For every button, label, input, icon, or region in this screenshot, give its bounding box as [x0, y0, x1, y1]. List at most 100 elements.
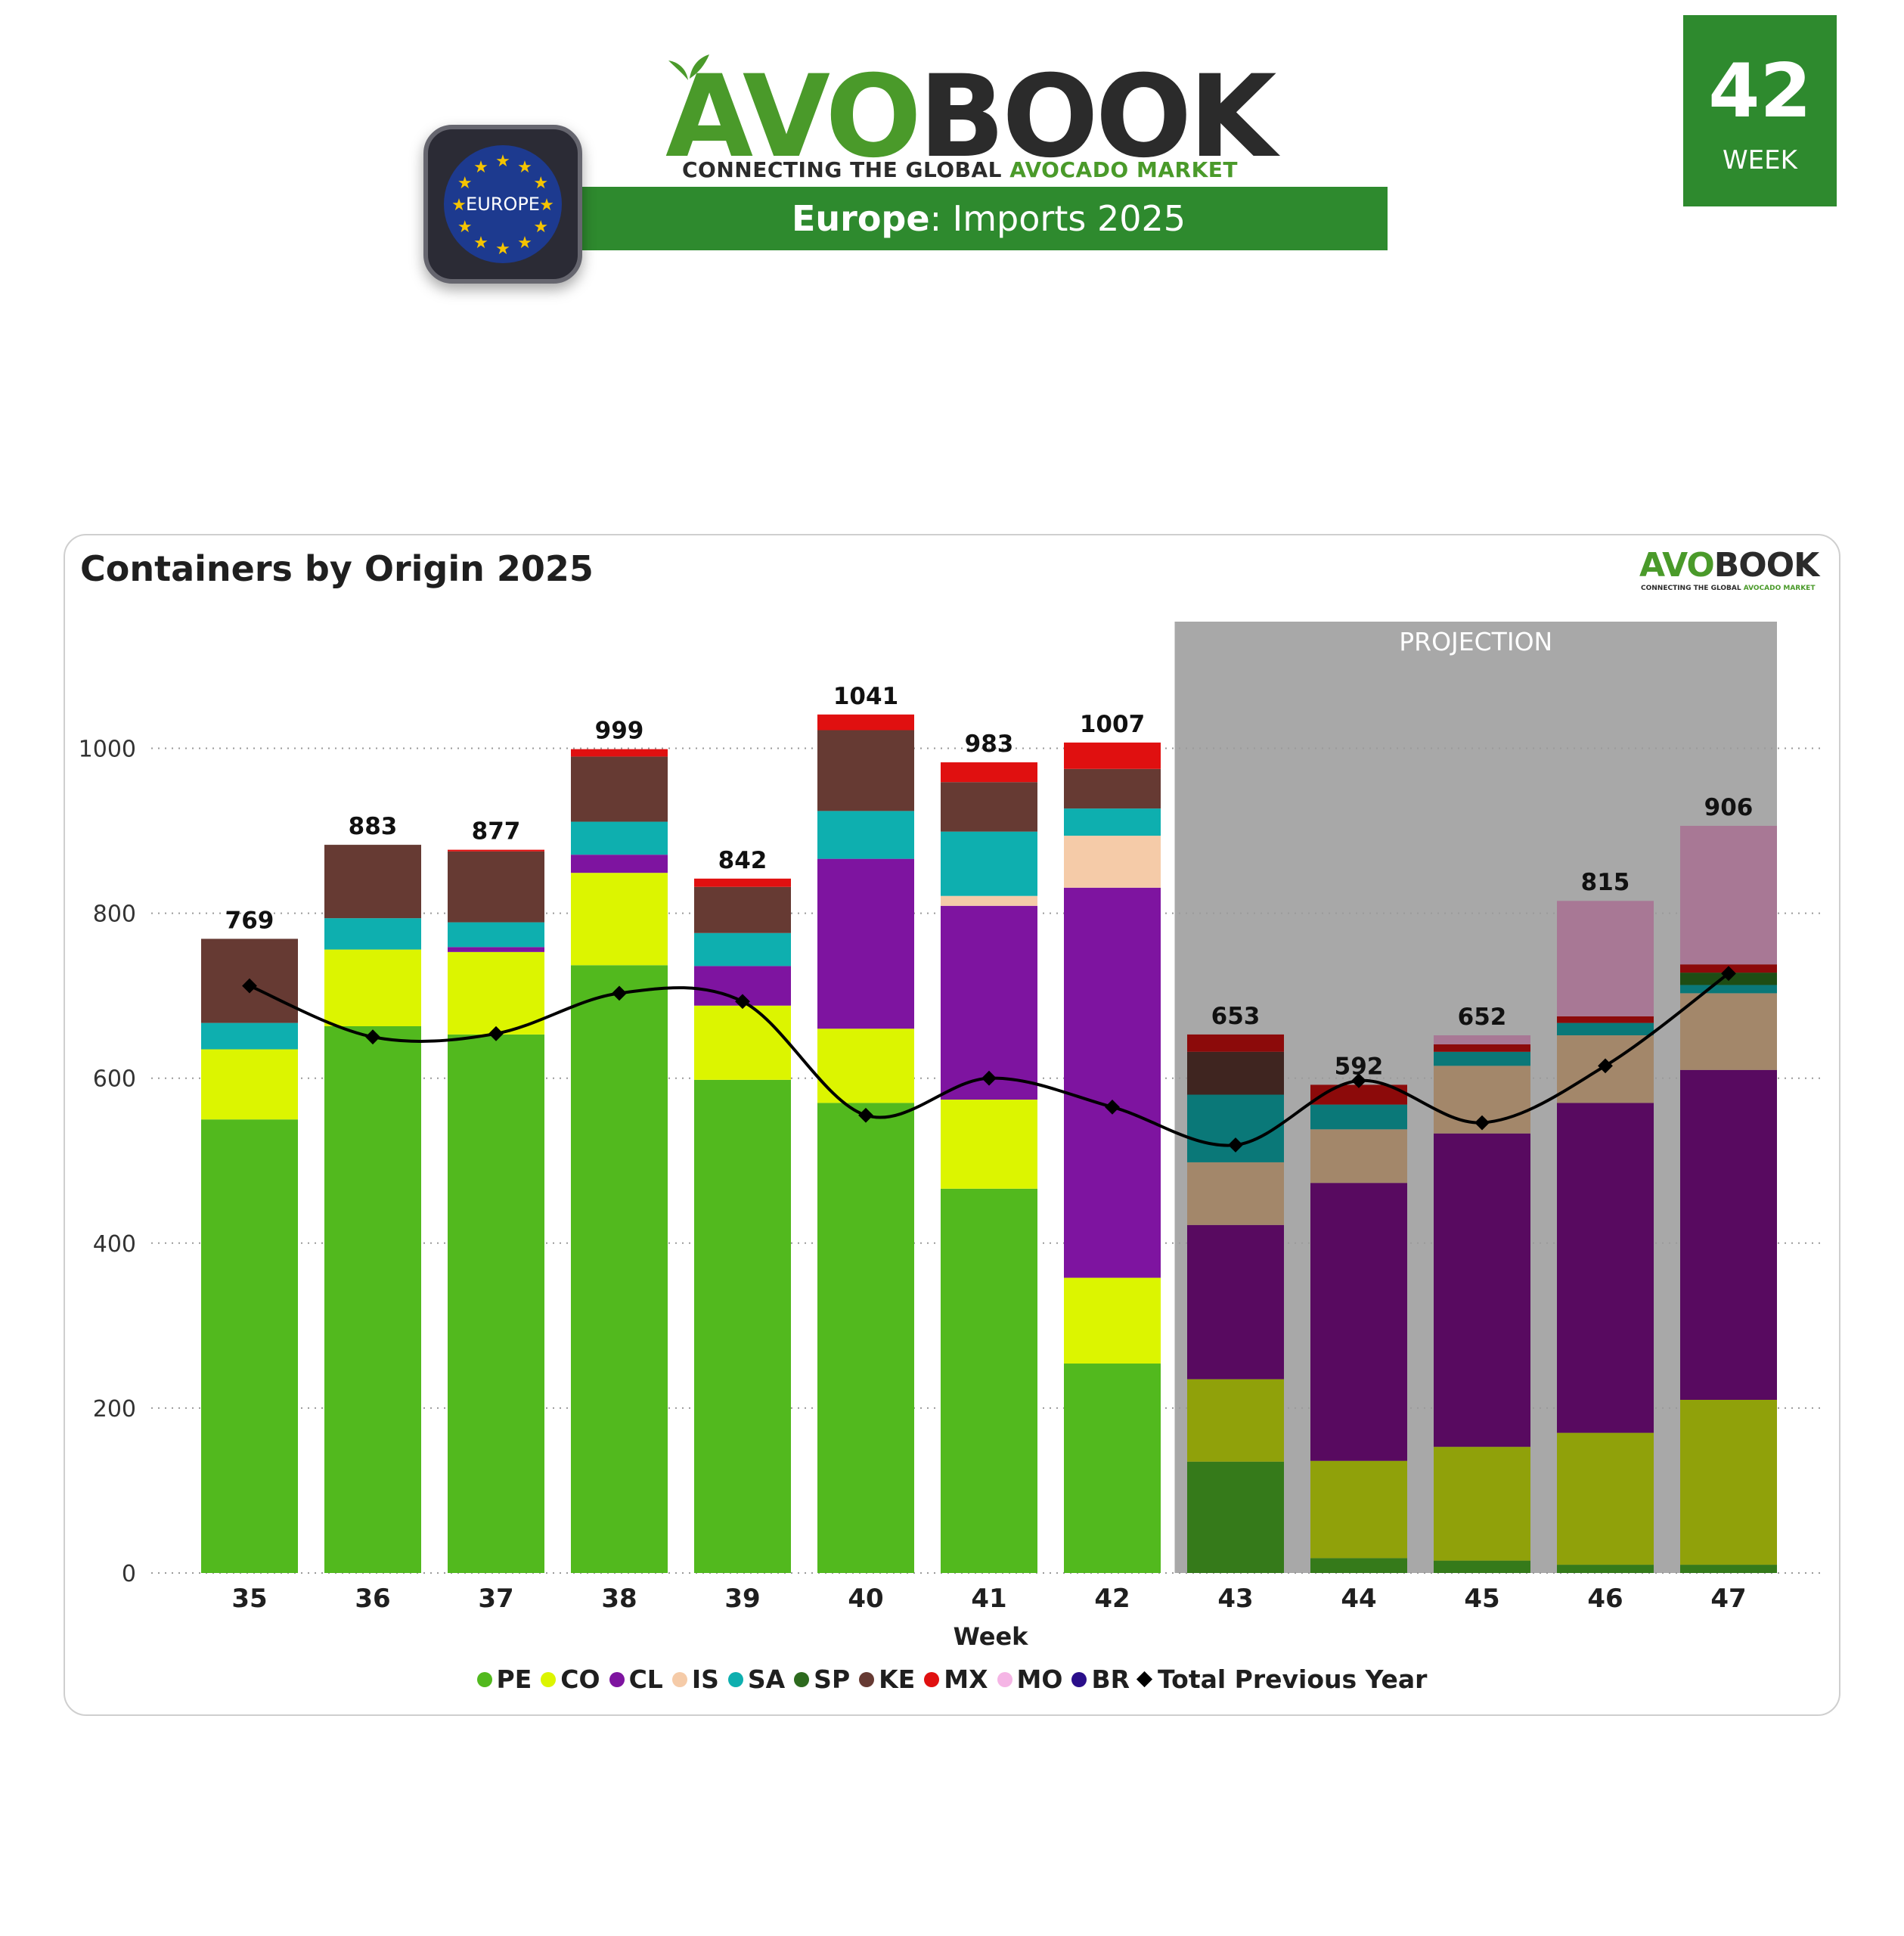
legend-label: SP — [814, 1665, 851, 1694]
legend-dot-icon — [997, 1671, 1012, 1687]
bar-segment-cl — [1680, 1069, 1777, 1400]
bar-segment-cl — [941, 905, 1037, 1100]
x-tick-label: 39 — [724, 1584, 760, 1614]
bar-total-label: 999 — [595, 718, 644, 745]
eu-star-icon: ★ — [473, 158, 488, 177]
bar-segment-is — [1680, 993, 1777, 1070]
previous-year-point — [612, 985, 627, 1001]
x-tick-label: 46 — [1587, 1584, 1623, 1614]
previous-year-point — [1721, 966, 1736, 982]
bar-segment-pe — [571, 965, 668, 1573]
bar-total-label: 652 — [1458, 1004, 1507, 1031]
bar-segment-co — [201, 1049, 298, 1120]
x-tick-label: 45 — [1464, 1584, 1499, 1614]
bar-segment-mo — [1557, 901, 1654, 1016]
x-tick-label: 40 — [848, 1584, 883, 1614]
x-tick-label: 35 — [231, 1584, 267, 1614]
bar-total-label: 815 — [1581, 869, 1630, 896]
legend-label: PE — [496, 1665, 532, 1694]
legend-dot-icon — [794, 1671, 810, 1687]
bar-segment-mx — [941, 762, 1037, 783]
bar-segment-cl — [1310, 1183, 1407, 1461]
bar-segment-sa — [817, 811, 914, 859]
bar-segment-cl — [1434, 1133, 1530, 1447]
x-tick-label: 38 — [601, 1584, 637, 1614]
bar-segment-pe — [201, 1119, 298, 1573]
bar-segment-sa — [1064, 808, 1161, 836]
bar-segment-pe — [1187, 1379, 1284, 1462]
x-tick-label: 43 — [1217, 1584, 1253, 1614]
eu-star-icon: ★ — [539, 196, 554, 215]
bar-segment-mx — [1187, 1034, 1284, 1052]
region-badge-label: EUROPE — [466, 194, 540, 215]
bar-segment-mx — [817, 714, 914, 731]
previous-year-point — [735, 994, 750, 1010]
bar-segment-ke — [941, 782, 1037, 832]
bar-segment-co — [1064, 1277, 1161, 1364]
bar-segment-co — [941, 1100, 1037, 1189]
bar-segment-cl — [1557, 1103, 1654, 1433]
banner-title: Europe: Imports 2025 — [791, 198, 1186, 239]
legend-dot-icon — [924, 1671, 940, 1687]
report-header: AVOBOOK CONNECTING THE GLOBAL AVOCADO MA… — [0, 0, 1904, 318]
legend-item-pe: PE — [476, 1663, 532, 1694]
legend-label: SA — [747, 1665, 786, 1694]
previous-year-point — [1598, 1058, 1613, 1074]
legend-label: IS — [691, 1665, 719, 1694]
legend-item-br: BR — [1071, 1663, 1130, 1694]
bar-total-label: 1007 — [1080, 711, 1145, 738]
bar-segment-pe — [817, 1103, 914, 1573]
y-tick-label: 600 — [93, 1066, 136, 1093]
eu-star-icon: ★ — [451, 196, 467, 215]
bar-segment-pe — [1557, 1432, 1654, 1565]
legend-item-sa: SA — [727, 1663, 786, 1694]
bar-segment-ke — [1187, 1051, 1284, 1095]
legend-dot-icon — [1071, 1671, 1087, 1687]
legend-item-ke: KE — [859, 1663, 915, 1694]
bar-total-label: 653 — [1211, 1003, 1261, 1030]
bar-total-label: 906 — [1704, 794, 1754, 821]
previous-year-point — [1351, 1073, 1366, 1088]
bar-segment-ke — [324, 845, 421, 919]
bar-segment-sp — [1557, 1565, 1654, 1573]
legend-label: MX — [944, 1665, 988, 1694]
bar-segment-sp — [1187, 1461, 1284, 1573]
legend-diamond-icon — [1136, 1671, 1153, 1688]
legend-item-sp: SP — [794, 1663, 850, 1694]
bar-segment-pe — [941, 1188, 1037, 1573]
bar-segment-pe — [448, 1034, 544, 1573]
bar-segment-mx — [1434, 1044, 1530, 1052]
bar-segment-mx — [571, 749, 668, 757]
bar-segment-cl — [1187, 1224, 1284, 1379]
legend-dot-icon — [476, 1671, 492, 1687]
legend-item-is: IS — [671, 1663, 719, 1694]
x-axis-title: Week — [954, 1622, 1029, 1651]
bar-segment-pe — [694, 1079, 791, 1573]
bar-segment-mx — [1064, 742, 1161, 769]
eu-star-icon: ★ — [533, 218, 548, 237]
bar-segment-sa — [1680, 985, 1777, 994]
x-tick-label: 37 — [478, 1584, 513, 1614]
bar-segment-sa — [324, 918, 421, 950]
bar-segment-co — [817, 1028, 914, 1103]
week-label: WEEK — [1723, 145, 1797, 175]
bar-segment-is — [1064, 836, 1161, 888]
bar-segment-co — [571, 873, 668, 966]
bar-segment-sp — [1310, 1558, 1407, 1573]
legend-label: Total Previous Year — [1158, 1665, 1428, 1694]
legend-item-mo: MO — [997, 1663, 1062, 1694]
legend-label: BR — [1091, 1665, 1130, 1694]
y-tick-label: 200 — [93, 1396, 136, 1423]
legend-item-total-previous-year: Total Previous Year — [1136, 1663, 1428, 1694]
week-badge: 42 WEEK — [1683, 15, 1837, 206]
legend-dot-icon — [609, 1671, 625, 1687]
bar-segment-sa — [694, 932, 791, 966]
bar-segment-sa — [1310, 1104, 1407, 1130]
projection-label: PROJECTION — [1399, 627, 1552, 656]
legend-dot-icon — [671, 1671, 687, 1687]
eu-star-icon: ★ — [517, 234, 532, 253]
bar-segment-pe — [1680, 1399, 1777, 1565]
previous-year-point — [1475, 1115, 1490, 1131]
bar-segment-sa — [941, 831, 1037, 896]
x-tick-label: 42 — [1094, 1584, 1130, 1614]
